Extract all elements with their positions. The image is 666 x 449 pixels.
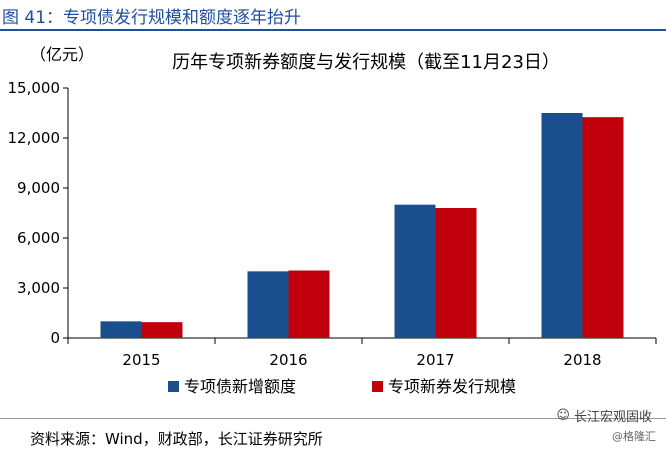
- y-tick-label: 0: [50, 329, 60, 347]
- y-tick-label: 3,000: [17, 279, 60, 297]
- watermark-handle: @格隆汇: [612, 430, 656, 443]
- y-tick-label: 15,000: [8, 79, 61, 97]
- source-note: 资料来源：Wind，财政部，长江证券研究所: [30, 430, 323, 448]
- legend-swatch: [168, 381, 179, 392]
- x-tick-label: 2016: [269, 351, 307, 369]
- footer-divider: [0, 418, 666, 419]
- bar-issuance: [582, 117, 624, 339]
- chart-title: 历年专项新券额度与发行规模（截至11月23日）: [172, 52, 560, 73]
- bar-quota: [247, 271, 289, 338]
- legend-swatch: [372, 381, 383, 392]
- watermark: ☺ 长江宏观固收: [556, 406, 652, 425]
- bar-quota: [100, 321, 142, 338]
- y-tick-label: 12,000: [8, 129, 61, 147]
- bar-quota: [394, 204, 436, 338]
- x-axis: 2015 2016 2017 2018: [67, 337, 657, 369]
- header-divider: [0, 29, 666, 31]
- bar-chart: 历年专项新券额度与发行规模（截至11月23日） （亿元） 0 3,000 6,000…: [8, 45, 657, 396]
- y-unit-label: （亿元）: [30, 45, 94, 64]
- y-axis: 0 3,000 6,000 9,000 12,000 15,000: [8, 79, 69, 347]
- bar-issuance: [288, 270, 330, 338]
- bar-issuance: [435, 208, 477, 338]
- figure-title: 图 41：专项债发行规模和额度逐年抬升: [2, 8, 302, 28]
- x-tick-label: 2015: [122, 351, 160, 369]
- y-tick-label: 6,000: [17, 229, 60, 247]
- x-tick-label: 2017: [416, 351, 454, 369]
- wechat-icon: ☺: [556, 408, 570, 423]
- legend-label: 专项新券发行规模: [388, 377, 516, 396]
- legend-label: 专项债新增额度: [184, 377, 296, 396]
- bar-quota: [541, 113, 583, 338]
- figure-header: 图 41：专项债发行规模和额度逐年抬升: [0, 0, 666, 31]
- watermark-text: 长江宏观固收: [573, 410, 652, 425]
- legend: 专项债新增额度 专项新券发行规模: [168, 377, 516, 396]
- bar-issuance: [141, 322, 183, 338]
- x-tick-label: 2018: [563, 351, 601, 369]
- y-tick-label: 9,000: [17, 179, 60, 197]
- bars: [100, 113, 624, 339]
